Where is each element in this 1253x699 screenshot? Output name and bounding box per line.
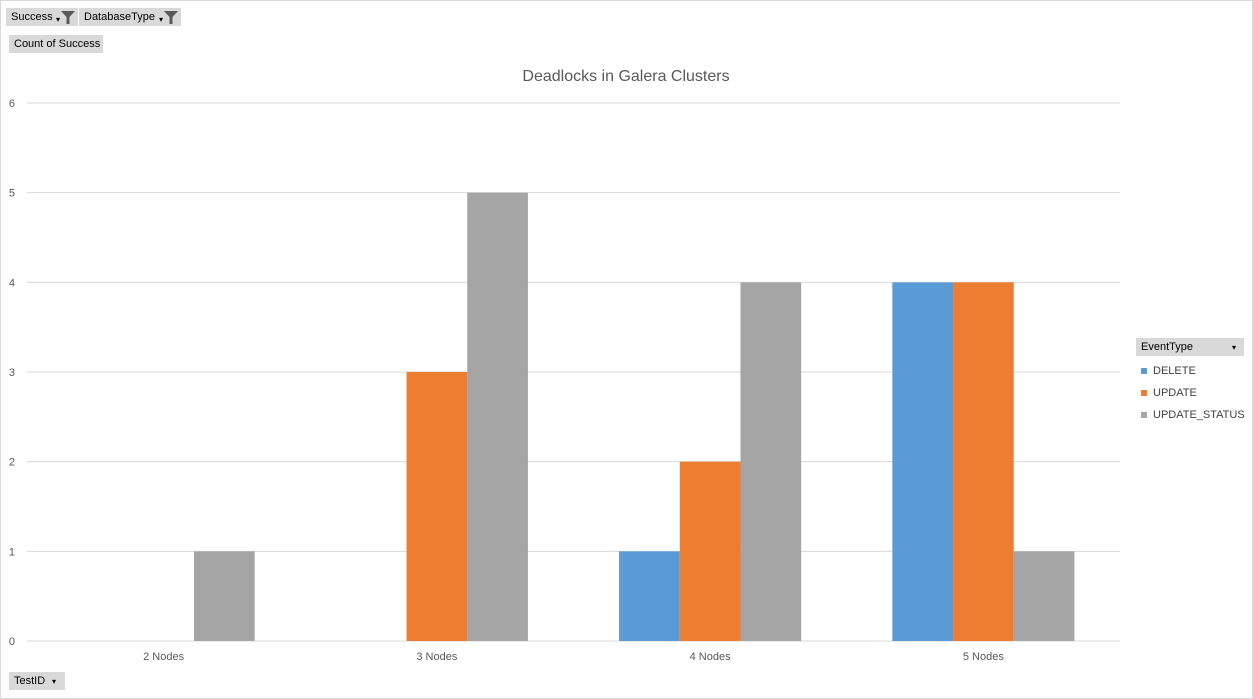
dropdown-arrow-icon: ▾ [159, 15, 164, 24]
filter-field-databasetype-label: DatabaseType [84, 11, 155, 23]
bar-delete-5-nodes [892, 282, 954, 641]
legend-header-label: EventType [1141, 341, 1193, 353]
y-tick-label: 6 [9, 98, 15, 110]
filter-field-success-button[interactable]: Success ▾ [6, 8, 78, 26]
axis-field-testid-label: TestID [14, 675, 46, 687]
x-tick-label: 5 Nodes [963, 651, 1004, 663]
dropdown-arrow-icon: ▾ [52, 677, 57, 686]
value-field-label: Count of Success [14, 38, 101, 50]
x-tick-label: 4 Nodes [690, 651, 731, 663]
legend-swatch [1141, 368, 1147, 374]
y-tick-label: 3 [9, 367, 15, 379]
legend-item-label: DELETE [1153, 365, 1196, 377]
filter-funnel-icon [164, 11, 178, 24]
bars [193, 192, 1075, 641]
bar-delete-4-nodes [619, 551, 680, 641]
legend-item-update-status: UPDATE_STATUS [1136, 404, 1245, 426]
legend-item-delete: DELETE [1136, 360, 1244, 382]
value-field-button[interactable]: Count of Success [9, 35, 103, 53]
legend: EventType ▾ DELETE UPDATE UPDATE_STATUS [1136, 338, 1245, 426]
x-tick-label: 2 Nodes [143, 651, 184, 663]
filter-field-databasetype-button[interactable]: DatabaseType ▾ [79, 8, 181, 26]
y-tick-label: 2 [9, 457, 15, 469]
chart-title: Deadlocks in Galera Clusters [522, 68, 729, 85]
dropdown-arrow-icon: ▾ [56, 15, 61, 24]
y-tick-label: 5 [9, 188, 15, 200]
bar-update-4-nodes [679, 461, 741, 641]
x-tick-label: 3 Nodes [416, 651, 457, 663]
y-tick-label: 4 [9, 277, 15, 289]
bar-update-status-4-nodes [740, 282, 802, 641]
legend-swatch [1141, 390, 1147, 396]
x-axis-tick-labels: 2 Nodes 3 Nodes 4 Nodes 5 Nodes [143, 651, 1004, 663]
bar-update-5-nodes [953, 282, 1014, 641]
legend-item-update: UPDATE [1136, 382, 1244, 404]
axis-field-testid-button[interactable]: TestID ▾ [9, 672, 65, 690]
filter-field-success-label: Success [11, 11, 53, 23]
bar-update-3-nodes [406, 372, 468, 641]
y-axis-tick-labels: 0 1 2 3 4 5 6 [9, 98, 15, 648]
legend-item-label: UPDATE [1153, 387, 1197, 399]
y-tick-label: 1 [9, 546, 15, 558]
filter-funnel-icon [61, 11, 75, 24]
legend-eventtype-button[interactable]: EventType ▾ [1136, 338, 1244, 356]
bar-update-status-5-nodes [1013, 551, 1075, 641]
legend-swatch [1141, 412, 1147, 418]
dropdown-arrow-icon: ▾ [1232, 343, 1237, 352]
bar-update-status-2-nodes [193, 551, 255, 641]
legend-item-label: UPDATE_STATUS [1153, 409, 1245, 421]
y-tick-label: 0 [9, 636, 15, 648]
bar-update-status-3-nodes [467, 192, 528, 641]
